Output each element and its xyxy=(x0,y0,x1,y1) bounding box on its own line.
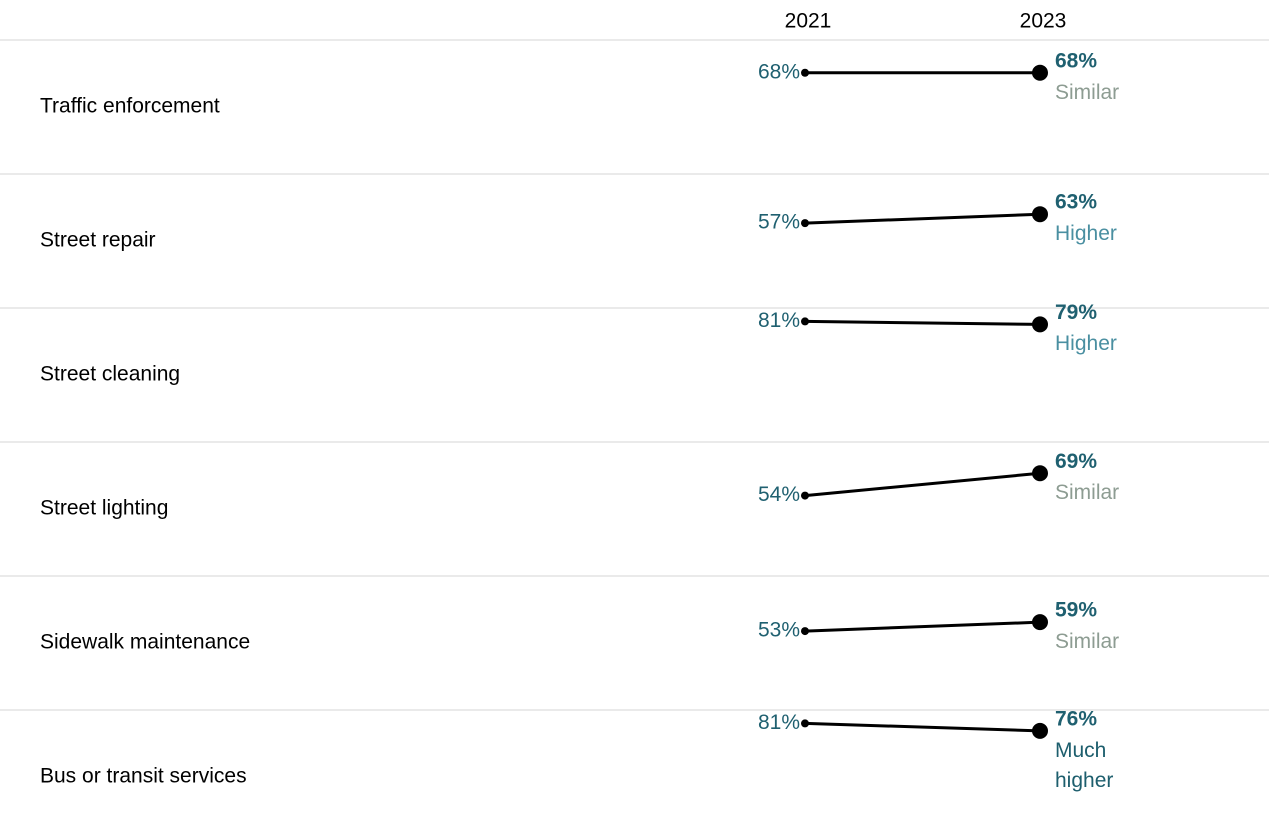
value-label-2021: 81% xyxy=(758,309,800,332)
category-label: Street cleaning xyxy=(40,363,180,386)
dot-2021 xyxy=(801,719,809,728)
value-label-2023: 79% xyxy=(1055,301,1097,324)
category-label: Street lighting xyxy=(40,497,168,520)
value-label-2021: 57% xyxy=(758,211,800,234)
value-label-2021: 54% xyxy=(758,483,800,506)
dot-2023 xyxy=(1032,722,1048,739)
value-label-2021: 81% xyxy=(758,711,800,734)
slope-line xyxy=(804,721,1041,733)
dot-2023 xyxy=(1032,316,1048,333)
change-label: Similar xyxy=(1055,630,1120,654)
dot-2021 xyxy=(801,68,809,77)
dot-2021 xyxy=(801,317,809,326)
slope-line xyxy=(804,319,1041,326)
category-label: Sidewalk maintenance xyxy=(40,631,250,654)
slope-line xyxy=(804,471,1041,498)
change-label: Higher xyxy=(1055,222,1117,246)
value-label-2023: 63% xyxy=(1055,191,1097,214)
dot-2023 xyxy=(1032,64,1048,81)
dot-2021 xyxy=(801,627,809,636)
dot-2023 xyxy=(1032,206,1048,223)
change-label: Much higher xyxy=(1055,738,1114,792)
column-header: 2021 xyxy=(785,10,832,33)
dot-2023 xyxy=(1032,614,1048,631)
change-label: Higher xyxy=(1055,332,1117,356)
value-label-2023: 69% xyxy=(1055,450,1097,473)
column-header: 2023 xyxy=(1020,10,1067,33)
change-label: Similar xyxy=(1055,80,1120,104)
slope-line xyxy=(804,212,1041,225)
category-label: Street repair xyxy=(40,229,156,252)
value-label-2023: 68% xyxy=(1055,49,1097,72)
dot-2021 xyxy=(801,491,809,500)
value-label-2023: 59% xyxy=(1055,599,1097,622)
change-label: Similar xyxy=(1055,481,1120,505)
value-label-2023: 76% xyxy=(1055,707,1097,730)
value-label-2021: 53% xyxy=(758,619,800,642)
value-label-2021: 68% xyxy=(758,60,800,83)
category-label: Bus or transit services xyxy=(40,765,247,788)
dot-2023 xyxy=(1032,465,1048,482)
category-label: Traffic enforcement xyxy=(40,95,220,118)
dot-2021 xyxy=(801,219,809,228)
slope-line xyxy=(804,620,1041,633)
